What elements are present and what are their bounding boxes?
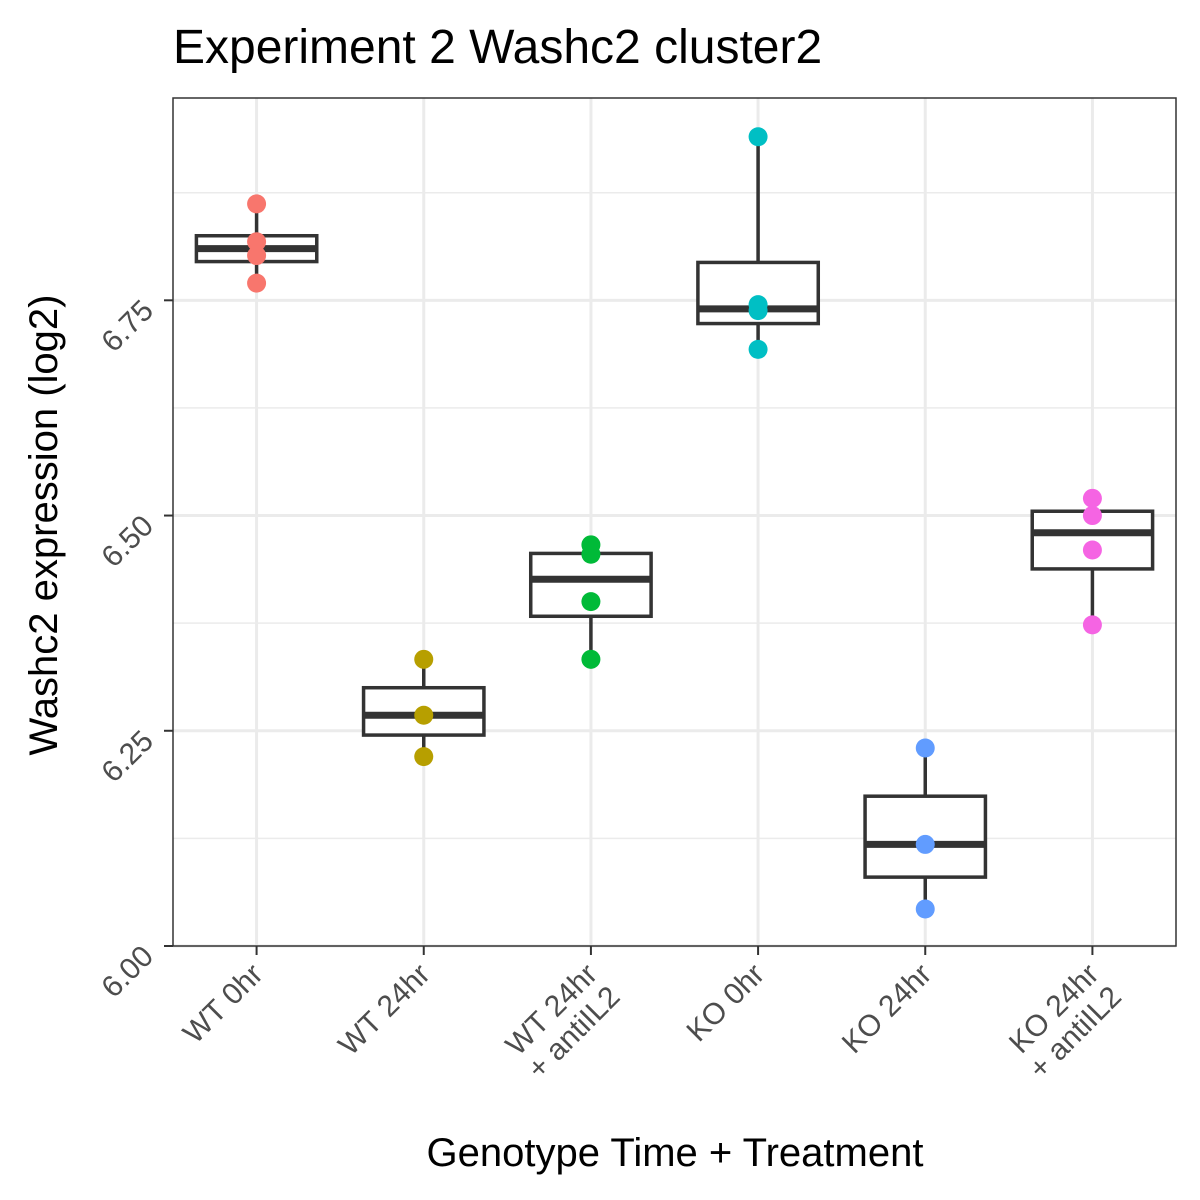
plot-panel-border [172, 97, 1177, 947]
data-point [414, 649, 434, 669]
x-tick-label: KO 24hr+ antiIL2 [1000, 958, 1128, 1086]
y-tick-label: 6.50 [95, 509, 160, 574]
data-point [1082, 615, 1102, 635]
data-point [915, 834, 935, 854]
data-point [748, 127, 768, 147]
y-tick-label: 6.00 [95, 940, 160, 1005]
data-point [581, 544, 601, 564]
plot-panel-background [173, 98, 1176, 946]
x-tick-label: KO 0hr [680, 958, 771, 1049]
x-tick-label-line: WT 24hr [332, 958, 436, 1062]
data-point [1082, 540, 1102, 560]
data-point [1082, 488, 1102, 508]
x-axis-title: Genotype Time + Treatment [427, 1131, 924, 1175]
x-tick-label-line: KO 24hr [836, 958, 938, 1060]
y-tick-label: 6.75 [95, 294, 160, 359]
data-point [247, 232, 267, 252]
y-axis-title: Washc2 expression (log2) [22, 295, 66, 756]
data-point [748, 301, 768, 321]
data-point [915, 899, 935, 919]
point-layer [247, 127, 1102, 919]
chart-title: Experiment 2 Washc2 cluster2 [173, 21, 822, 74]
data-point [581, 592, 601, 612]
x-tick-label: WT 24hr [332, 958, 436, 1062]
data-point [915, 738, 935, 758]
data-point [748, 339, 768, 359]
data-point [247, 246, 267, 266]
x-tick-label: KO 24hr [836, 958, 938, 1060]
x-tick-label-line: KO 0hr [680, 958, 771, 1049]
data-point [581, 649, 601, 669]
data-point [247, 194, 267, 214]
data-point [247, 273, 267, 293]
x-tick-label: WT 0hr [177, 958, 269, 1050]
x-tick-label-line: WT 0hr [177, 958, 269, 1050]
x-tick-label: WT 24hr+ antiIL2 [499, 958, 627, 1086]
data-point [1082, 506, 1102, 526]
data-point [414, 747, 434, 767]
y-tick-label: 6.25 [95, 724, 160, 789]
data-point [414, 705, 434, 725]
